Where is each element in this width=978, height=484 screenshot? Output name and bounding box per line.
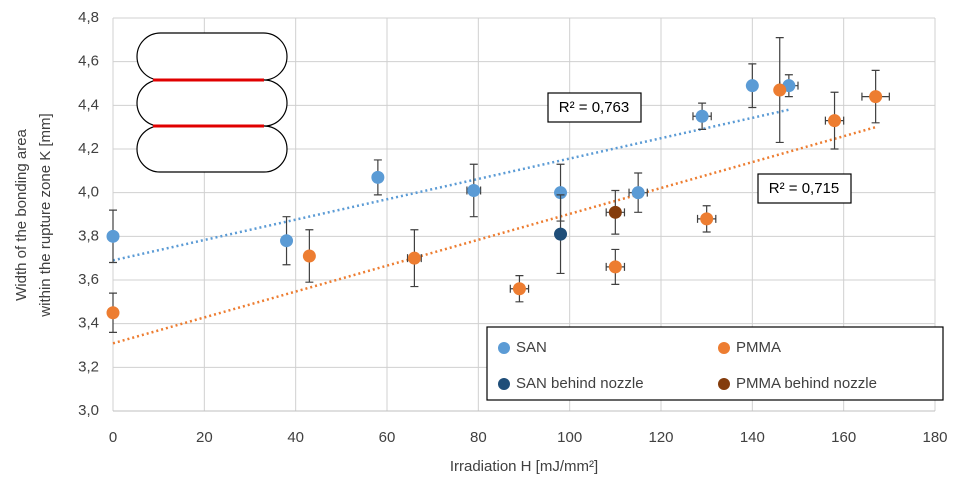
legend-marker bbox=[718, 342, 730, 354]
data-point bbox=[608, 205, 622, 219]
data-point bbox=[467, 183, 481, 197]
y-tick-label: 4,2 bbox=[78, 140, 99, 157]
y-tick-label: 4,6 bbox=[78, 53, 99, 70]
specimen-shape bbox=[136, 125, 288, 173]
y-tick-label: 3,6 bbox=[78, 271, 99, 288]
data-point bbox=[700, 212, 714, 226]
y-tick-label: 3,8 bbox=[78, 227, 99, 244]
legend-marker bbox=[498, 342, 510, 354]
x-tick-label: 60 bbox=[379, 429, 396, 446]
data-point bbox=[280, 234, 294, 248]
y-axis-title: within the rupture zone K [mm] bbox=[37, 113, 54, 317]
trendline bbox=[112, 108, 790, 262]
legend-box bbox=[486, 326, 944, 401]
data-point bbox=[106, 306, 120, 320]
data-point bbox=[695, 109, 709, 123]
data-point bbox=[512, 282, 526, 296]
x-tick-label: 100 bbox=[557, 429, 582, 446]
specimen-shape bbox=[136, 32, 288, 81]
x-tick-label: 160 bbox=[831, 429, 856, 446]
trendline bbox=[112, 125, 876, 345]
data-point bbox=[745, 79, 759, 93]
specimen-diagram bbox=[136, 32, 288, 173]
data-point bbox=[554, 227, 568, 241]
x-tick-label: 120 bbox=[648, 429, 673, 446]
data-point bbox=[631, 186, 645, 200]
x-tick-label: 140 bbox=[740, 429, 765, 446]
r2-box bbox=[757, 173, 852, 204]
y-tick-label: 4,8 bbox=[78, 9, 99, 26]
r2-label: R² = 0,715 bbox=[769, 180, 839, 197]
data-point bbox=[407, 251, 421, 265]
data-point bbox=[302, 249, 316, 263]
y-axis-title: Width of the bonding area bbox=[13, 128, 30, 300]
x-tick-label: 0 bbox=[109, 429, 117, 446]
legend-marker bbox=[718, 378, 730, 390]
x-tick-label: 40 bbox=[287, 429, 304, 446]
data-point bbox=[371, 170, 385, 184]
r2-box bbox=[547, 92, 642, 123]
x-tick-label: 180 bbox=[922, 429, 947, 446]
legend-label: SAN behind nozzle bbox=[516, 375, 644, 392]
legend-label: PMMA behind nozzle bbox=[736, 375, 877, 392]
x-axis-title: Irradiation H [mJ/mm²] bbox=[450, 458, 598, 475]
data-point bbox=[608, 260, 622, 274]
data-point bbox=[106, 229, 120, 243]
specimen-shape bbox=[136, 79, 288, 127]
r2-label: R² = 0,763 bbox=[559, 99, 629, 116]
y-tick-label: 3,4 bbox=[78, 315, 99, 332]
y-tick-label: 4,4 bbox=[78, 96, 99, 113]
y-tick-label: 3,2 bbox=[78, 358, 99, 375]
data-point bbox=[554, 186, 568, 200]
x-tick-label: 80 bbox=[470, 429, 487, 446]
data-point bbox=[828, 114, 842, 128]
data-point bbox=[773, 83, 787, 97]
data-point bbox=[869, 90, 883, 104]
x-tick-label: 20 bbox=[196, 429, 213, 446]
y-tick-label: 4,0 bbox=[78, 184, 99, 201]
y-tick-label: 3,0 bbox=[78, 402, 99, 419]
legend-label: PMMA bbox=[736, 339, 781, 356]
legend-marker bbox=[498, 378, 510, 390]
legend-label: SAN bbox=[516, 339, 547, 356]
